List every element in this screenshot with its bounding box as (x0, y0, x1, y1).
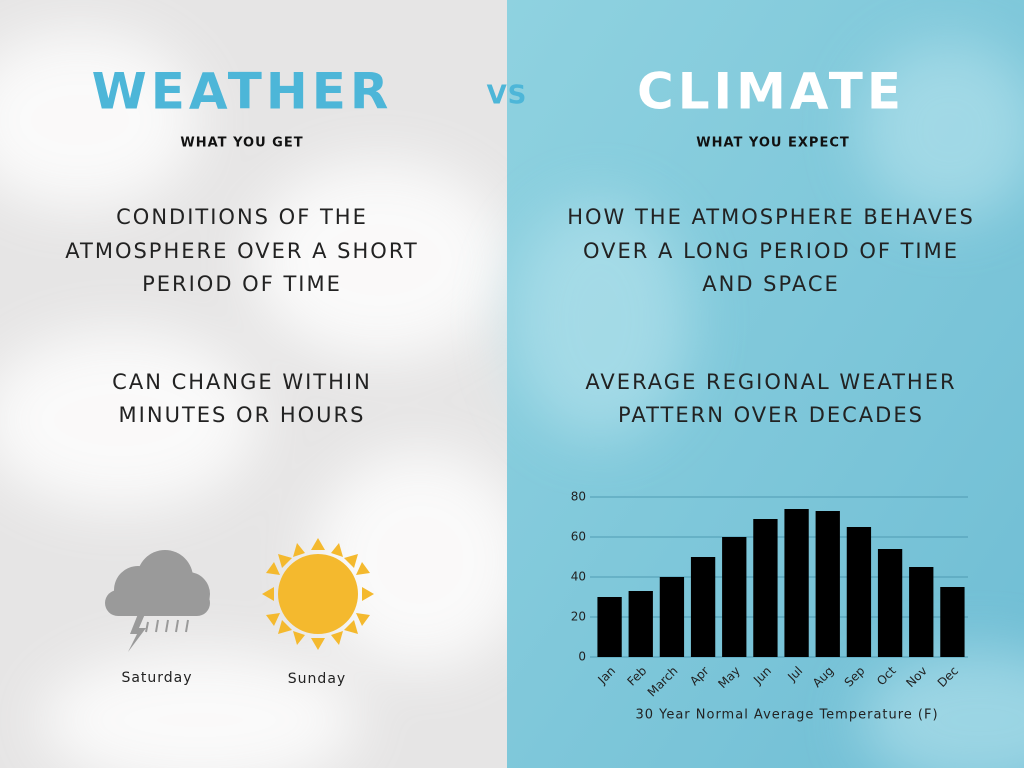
storm-icon (105, 550, 210, 652)
bar (815, 511, 840, 657)
paragraph-line: PATTERN OVER DECADES (618, 403, 924, 427)
paragraph-line: MINUTES OR HOURS (119, 403, 366, 427)
sun-icon (262, 538, 374, 650)
bar (877, 549, 903, 657)
bar (690, 557, 716, 657)
paragraph-line: CAN CHANGE WITHIN (112, 370, 372, 394)
y-tick-label: 80 (571, 490, 586, 504)
right-subtitle: WHAT YOU EXPECT (696, 136, 849, 151)
paragraph-line: HOW THE ATMOSPHERE BEHAVES (567, 205, 975, 229)
bar (784, 509, 809, 657)
left-title: WEATHER (92, 63, 393, 121)
paragraph-line: AVERAGE REGIONAL WEATHER (585, 370, 956, 394)
bar (909, 567, 934, 657)
paragraph-line: AND SPACE (702, 272, 840, 296)
day-label: Sunday (288, 671, 346, 687)
paragraph-line: PERIOD OF TIME (142, 272, 342, 296)
y-tick-label: 60 (571, 530, 586, 544)
y-tick-label: 40 (571, 570, 586, 584)
day-label: Saturday (121, 670, 192, 686)
x-axis-label: 30 Year Normal Average Temperature (F) (635, 708, 938, 723)
bar (753, 519, 778, 657)
paragraph-line: CONDITIONS OF THE (116, 205, 368, 229)
right-title: CLIMATE (637, 63, 905, 121)
left-subtitle: WHAT YOU GET (180, 136, 303, 151)
bar (722, 537, 747, 657)
vs-label: VS (487, 81, 528, 111)
y-tick-label: 0 (578, 650, 586, 664)
paragraph-line: OVER A LONG PERIOD OF TIME (583, 239, 959, 263)
bar (659, 577, 685, 657)
bar (940, 587, 965, 657)
paragraph-line: ATMOSPHERE OVER A SHORT (65, 239, 418, 263)
bar (846, 527, 872, 657)
y-tick-label: 20 (571, 610, 586, 624)
bar (597, 597, 622, 657)
bar (628, 591, 653, 657)
